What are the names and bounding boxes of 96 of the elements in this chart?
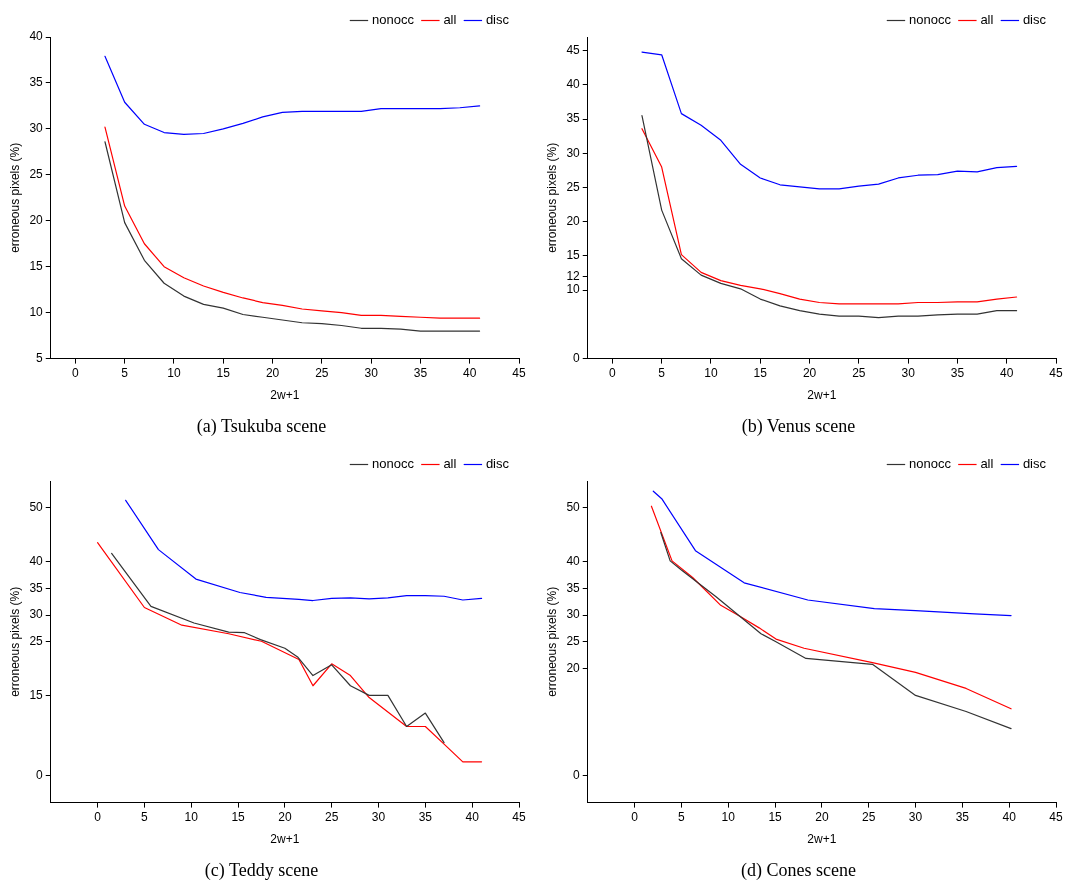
x-tick-label: 45: [1049, 810, 1063, 825]
x-tick-label: 25: [852, 366, 866, 381]
y-tick-label: 35: [29, 75, 44, 90]
x-tick-label: 20: [815, 810, 829, 825]
x-axis-title: 2w+1: [270, 387, 300, 402]
y-tick-label: 40: [29, 29, 44, 44]
y-axis-title: erroneous pixels (%): [544, 142, 559, 253]
x-tick-label: 30: [364, 366, 379, 381]
y-tick-label: 45: [566, 43, 581, 57]
x-tick-label: 15: [231, 810, 246, 825]
x-tick-label: 30: [901, 366, 916, 381]
x-tick-label: 30: [908, 810, 923, 825]
x-tick-label: 10: [721, 810, 736, 825]
y-tick-label: 10: [566, 282, 581, 297]
x-tick-label: 25: [315, 366, 329, 381]
y-tick-label: 15: [29, 259, 44, 274]
x-tick-label: 0: [631, 810, 639, 825]
x-tick-label: 40: [1002, 810, 1017, 825]
x-tick-label: 0: [94, 810, 102, 825]
text: (c) Teddy scene: [204, 859, 319, 881]
x-tick-label: 10: [184, 810, 199, 825]
x-axis-title: 2w+1: [807, 831, 837, 846]
x-tick-label: 10: [167, 366, 181, 381]
legend-label: disc: [485, 456, 510, 472]
y-tick-label: 50: [566, 500, 581, 515]
x-tick-label: 35: [413, 366, 428, 381]
y-tick-label: 50: [29, 500, 44, 515]
y-tick-label: 40: [566, 77, 581, 92]
x-tick-label: 20: [278, 810, 292, 825]
x-tick-label: 0: [72, 366, 80, 381]
legend-label: all: [980, 12, 994, 28]
y-axis-title: erroneous pixels (%): [7, 142, 22, 253]
y-tick-label: 35: [29, 580, 44, 595]
legend-label: nonocc: [908, 12, 952, 28]
y-tick-label: 30: [29, 121, 44, 136]
y-tick-label: 0: [36, 768, 44, 783]
y-tick-label: 25: [566, 179, 581, 194]
x-tick-label: 5: [141, 810, 149, 825]
x-tick-label: 35: [418, 810, 433, 825]
x-tick-label: 15: [753, 366, 768, 381]
y-tick-label: 30: [29, 607, 44, 622]
y-tick-label: 10: [29, 304, 44, 319]
y-axis-title: erroneous pixels (%): [544, 586, 559, 697]
x-tick-label: 45: [1049, 366, 1063, 381]
x-tick-label: 10: [704, 366, 718, 381]
y-tick-label: 25: [29, 167, 44, 182]
y-tick-label: 5: [36, 350, 44, 365]
y-tick-label: 25: [566, 634, 581, 649]
x-tick-label: 35: [955, 810, 970, 825]
y-tick-label: 0: [573, 350, 581, 365]
y-tick-label: 12: [566, 268, 581, 283]
y-tick-label: 20: [29, 213, 44, 228]
y-tick-label: 40: [29, 553, 44, 568]
x-tick-label: 5: [678, 810, 686, 825]
x-axis-title: 2w+1: [807, 387, 837, 402]
y-tick-label: 35: [566, 111, 581, 126]
x-tick-label: 40: [465, 810, 480, 825]
x-tick-label: 0: [609, 366, 617, 381]
x-tick-label: 25: [325, 810, 339, 825]
y-tick-label: 20: [566, 214, 581, 229]
x-tick-label: 15: [216, 366, 231, 381]
legend-label: all: [443, 12, 457, 28]
y-tick-label: 0: [573, 768, 581, 783]
x-tick-label: 45: [512, 810, 526, 825]
legend-label: all: [980, 456, 994, 472]
x-tick-label: 30: [371, 810, 386, 825]
y-tick-label: 30: [566, 145, 581, 160]
legend-label: nonocc: [908, 456, 952, 472]
x-tick-label: 5: [121, 366, 129, 381]
x-tick-label: 40: [463, 366, 477, 381]
legend-label: disc: [1022, 12, 1047, 28]
x-tick-label: 20: [265, 366, 280, 381]
legend-label: all: [443, 456, 457, 472]
x-tick-label: 35: [950, 366, 965, 381]
x-tick-label: 40: [1000, 366, 1014, 381]
legend-label: nonocc: [371, 12, 415, 28]
legend-label: disc: [485, 12, 510, 28]
x-tick-label: 5: [658, 366, 666, 381]
text: (a) Tsukuba scene: [196, 415, 327, 437]
y-tick-label: 40: [566, 553, 581, 568]
x-tick-label: 15: [768, 810, 783, 825]
legend-label: disc: [1022, 456, 1047, 472]
y-axis-title: erroneous pixels (%): [7, 586, 22, 697]
x-tick-label: 25: [862, 810, 876, 825]
y-tick-label: 15: [566, 248, 581, 263]
y-tick-label: 30: [566, 607, 581, 622]
text: (b) Venus scene: [741, 415, 856, 437]
x-axis-title: 2w+1: [270, 831, 300, 846]
text: (d) Cones scene: [741, 859, 856, 881]
y-tick-label: 25: [29, 634, 44, 649]
y-tick-label: 20: [566, 660, 581, 675]
legend-label: nonocc: [371, 456, 415, 472]
y-tick-label: 15: [29, 687, 44, 702]
y-tick-label: 35: [566, 580, 581, 595]
x-tick-label: 45: [512, 366, 526, 381]
x-tick-label: 20: [802, 366, 817, 381]
